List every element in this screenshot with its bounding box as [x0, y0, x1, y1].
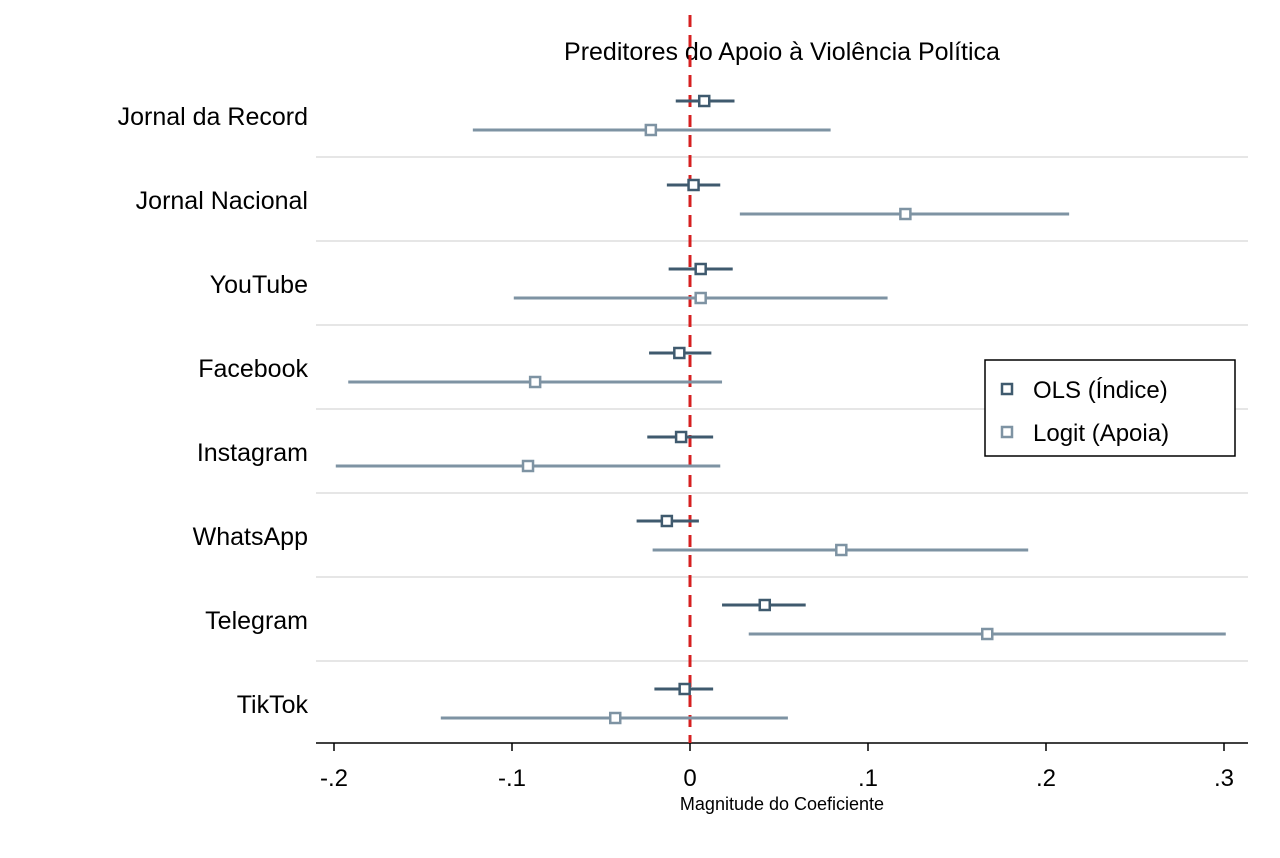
x-tick-label: .3: [1214, 765, 1234, 792]
x-tick-label: -.2: [320, 765, 348, 792]
point-estimate: [835, 543, 848, 557]
point-estimate: [521, 459, 535, 473]
x-tick-label: .1: [858, 765, 878, 792]
legend-label: OLS (Índice): [1033, 377, 1168, 404]
category-label: Jornal da Record: [118, 103, 308, 131]
x-tick-label: -.1: [498, 765, 526, 792]
chart-title: Preditores do Apoio à Violência Política: [564, 38, 1000, 66]
x-tick-label: 0: [683, 765, 696, 792]
point-estimate: [694, 262, 707, 276]
category-label: YouTube: [210, 271, 308, 299]
point-estimate: [687, 178, 700, 192]
category-label: WhatsApp: [193, 523, 308, 551]
legend: OLS (Índice) Logit (Apoia): [984, 359, 1236, 457]
point-estimate: [981, 627, 994, 641]
point-estimate: [608, 711, 622, 725]
point-estimate: [678, 682, 691, 696]
point-estimate: [660, 514, 674, 528]
legend-marker: [1000, 382, 1014, 396]
x-axis-label: Magnitude do Coeficiente: [680, 794, 884, 814]
series-marks: [335, 94, 1226, 725]
gridlines: [316, 156, 1248, 662]
point-estimate: [697, 94, 711, 108]
point-estimate: [758, 598, 772, 612]
category-label: Facebook: [198, 355, 308, 383]
point-estimate: [694, 291, 707, 305]
category-label: Instagram: [197, 439, 308, 467]
legend-label: Logit (Apoia): [1033, 420, 1169, 447]
category-label: Telegram: [205, 607, 308, 635]
point-estimate: [673, 346, 686, 360]
x-axis-ticks: -.2 -.1 0 .1 .2 .3: [320, 743, 1234, 792]
category-label: Jornal Nacional: [136, 187, 308, 215]
category-labels: Jornal da Record Jornal Nacional YouTube Fa…: [118, 103, 309, 719]
legend-marker: [1000, 425, 1014, 439]
category-label: TikTok: [237, 691, 309, 719]
point-estimate: [674, 430, 688, 444]
point-estimate: [899, 207, 912, 221]
point-estimate: [644, 123, 658, 137]
point-estimate: [528, 375, 542, 389]
x-tick-label: .2: [1036, 765, 1056, 792]
